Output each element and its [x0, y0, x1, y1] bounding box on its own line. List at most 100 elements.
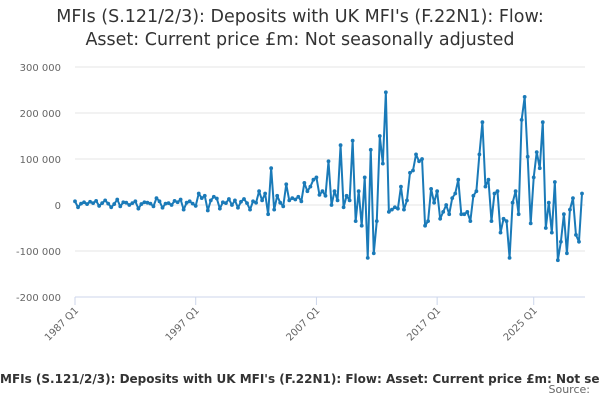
data-point[interactable]	[353, 219, 358, 224]
data-point[interactable]	[311, 177, 316, 182]
data-point[interactable]	[474, 189, 479, 194]
data-point[interactable]	[453, 191, 458, 196]
data-point[interactable]	[537, 166, 542, 171]
data-point[interactable]	[335, 198, 340, 203]
data-point[interactable]	[444, 203, 449, 207]
data-point[interactable]	[278, 200, 283, 205]
data-point[interactable]	[525, 154, 530, 159]
data-point[interactable]	[133, 199, 138, 204]
data-point[interactable]	[489, 219, 494, 224]
data-point[interactable]	[368, 147, 373, 152]
data-point[interactable]	[411, 168, 415, 173]
data-point[interactable]	[408, 170, 412, 175]
data-point[interactable]	[347, 198, 352, 203]
data-point[interactable]	[389, 207, 394, 212]
data-point[interactable]	[546, 200, 551, 205]
data-point[interactable]	[272, 207, 277, 212]
data-point[interactable]	[320, 189, 325, 194]
data-point[interactable]	[402, 207, 406, 212]
legend-item[interactable]: MFIs (S.121/2/3): Deposits with UK MFI's…	[0, 372, 600, 386]
data-point[interactable]	[148, 201, 153, 206]
data-point[interactable]	[513, 189, 518, 194]
data-point[interactable]	[362, 175, 367, 180]
data-point[interactable]	[275, 193, 280, 198]
data-point[interactable]	[169, 203, 174, 207]
data-point[interactable]	[296, 194, 301, 199]
data-point[interactable]	[396, 206, 400, 211]
data-point[interactable]	[157, 199, 162, 204]
data-point[interactable]	[365, 256, 370, 260]
data-point[interactable]	[115, 197, 120, 202]
data-point[interactable]	[386, 210, 391, 214]
data-point[interactable]	[534, 150, 539, 155]
data-point[interactable]	[287, 198, 292, 203]
data-point[interactable]	[432, 200, 437, 205]
data-point[interactable]	[344, 193, 349, 198]
data-point[interactable]	[314, 175, 319, 180]
data-point[interactable]	[450, 196, 455, 201]
data-point[interactable]	[383, 90, 388, 95]
data-point[interactable]	[359, 223, 364, 228]
data-point[interactable]	[166, 201, 171, 206]
data-point[interactable]	[236, 205, 240, 210]
data-point[interactable]	[79, 201, 83, 206]
data-point[interactable]	[269, 166, 274, 171]
data-point[interactable]	[332, 189, 337, 194]
data-point[interactable]	[350, 138, 355, 143]
data-point[interactable]	[429, 187, 434, 191]
data-point[interactable]	[151, 204, 156, 209]
data-point[interactable]	[239, 199, 243, 204]
data-point[interactable]	[486, 177, 491, 182]
data-point[interactable]	[163, 201, 168, 206]
data-point[interactable]	[127, 203, 132, 207]
data-point[interactable]	[423, 223, 427, 228]
data-point[interactable]	[254, 200, 258, 205]
data-point[interactable]	[290, 196, 295, 201]
data-point[interactable]	[356, 189, 361, 194]
data-point[interactable]	[317, 192, 322, 197]
data-point[interactable]	[561, 212, 566, 217]
data-point[interactable]	[193, 204, 198, 208]
data-point[interactable]	[405, 198, 409, 203]
series-line[interactable]	[74, 91, 583, 262]
data-point[interactable]	[175, 200, 180, 205]
data-point[interactable]	[202, 193, 207, 198]
data-point[interactable]	[426, 219, 430, 224]
data-point[interactable]	[510, 200, 515, 205]
data-point[interactable]	[299, 199, 304, 204]
data-point[interactable]	[196, 191, 201, 196]
data-point[interactable]	[501, 216, 506, 221]
data-point[interactable]	[281, 204, 286, 209]
data-point[interactable]	[112, 202, 117, 206]
data-point[interactable]	[130, 201, 135, 206]
data-point[interactable]	[540, 120, 545, 125]
data-point[interactable]	[456, 177, 461, 182]
credits-text[interactable]: Source:	[548, 383, 591, 396]
data-point[interactable]	[492, 191, 497, 196]
data-point[interactable]	[220, 200, 225, 205]
data-point[interactable]	[211, 194, 216, 199]
data-point[interactable]	[568, 207, 572, 212]
data-point[interactable]	[519, 118, 524, 122]
data-point[interactable]	[420, 157, 424, 161]
data-point[interactable]	[223, 201, 228, 206]
data-point[interactable]	[438, 216, 443, 221]
data-point[interactable]	[73, 199, 77, 204]
data-point[interactable]	[103, 198, 108, 203]
data-point[interactable]	[121, 200, 126, 205]
data-point[interactable]	[465, 210, 470, 214]
data-point[interactable]	[293, 197, 298, 202]
data-point[interactable]	[555, 258, 560, 263]
data-point[interactable]	[329, 203, 334, 207]
data-point[interactable]	[483, 184, 488, 189]
data-point[interactable]	[377, 134, 382, 138]
data-point[interactable]	[91, 201, 96, 206]
data-point[interactable]	[471, 193, 476, 198]
data-point[interactable]	[571, 196, 575, 201]
data-point[interactable]	[498, 230, 503, 235]
data-point[interactable]	[199, 196, 204, 201]
data-point[interactable]	[326, 159, 331, 164]
data-point[interactable]	[160, 205, 165, 210]
data-point[interactable]	[580, 191, 584, 196]
data-point[interactable]	[435, 189, 440, 194]
